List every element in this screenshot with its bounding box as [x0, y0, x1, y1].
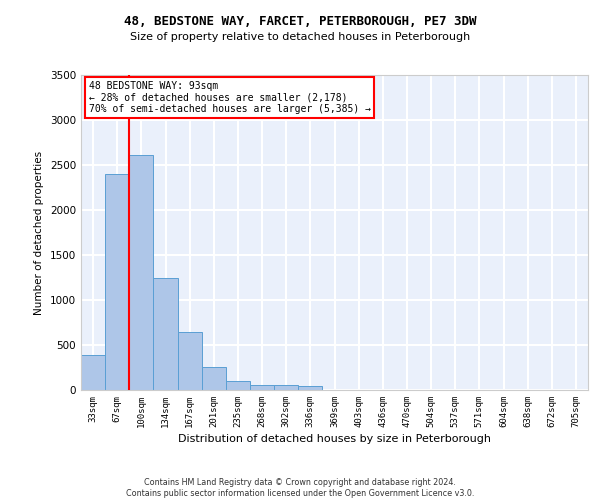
Bar — [178, 332, 202, 390]
Y-axis label: Number of detached properties: Number of detached properties — [34, 150, 44, 314]
Bar — [105, 174, 129, 390]
Bar — [202, 367, 226, 390]
Bar — [81, 355, 105, 390]
Text: 48, BEDSTONE WAY, FARCET, PETERBOROUGH, PE7 3DW: 48, BEDSTONE WAY, FARCET, PETERBOROUGH, … — [124, 15, 476, 28]
Bar — [250, 384, 274, 390]
Bar — [226, 382, 250, 390]
Bar — [129, 155, 154, 390]
Bar — [274, 385, 298, 390]
Text: 48 BEDSTONE WAY: 93sqm
← 28% of detached houses are smaller (2,178)
70% of semi-: 48 BEDSTONE WAY: 93sqm ← 28% of detached… — [89, 82, 371, 114]
X-axis label: Distribution of detached houses by size in Peterborough: Distribution of detached houses by size … — [178, 434, 491, 444]
Text: Contains HM Land Registry data © Crown copyright and database right 2024.
Contai: Contains HM Land Registry data © Crown c… — [126, 478, 474, 498]
Bar — [154, 278, 178, 390]
Text: Size of property relative to detached houses in Peterborough: Size of property relative to detached ho… — [130, 32, 470, 42]
Bar — [298, 386, 322, 390]
